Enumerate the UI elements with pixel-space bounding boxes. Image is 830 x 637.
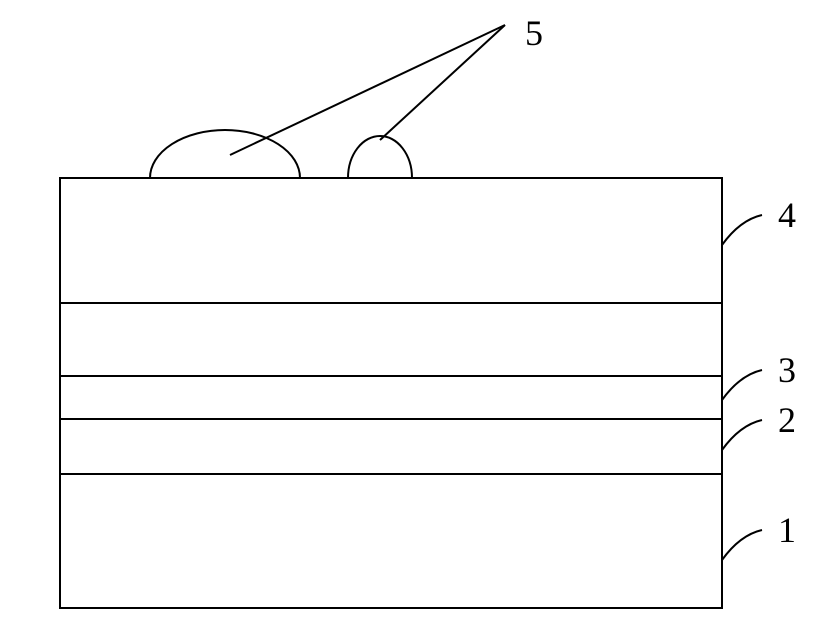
layer-label-2: 2 bbox=[778, 400, 796, 440]
canvas-background bbox=[0, 0, 830, 637]
layer-label-3: 3 bbox=[778, 350, 796, 390]
bump-label-5: 5 bbox=[525, 13, 543, 53]
layer-label-4: 4 bbox=[778, 195, 796, 235]
layer-label-1: 1 bbox=[778, 510, 796, 550]
